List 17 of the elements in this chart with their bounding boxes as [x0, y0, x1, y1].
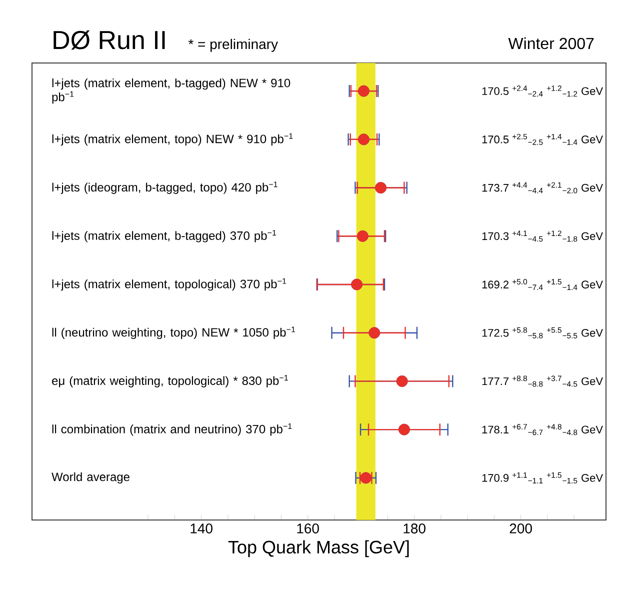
x-tick-label: 140 [190, 524, 212, 534]
y-tick-label: l+jets (matrix element, topological) 370 pb$^{−1}$ [52, 278, 286, 291]
y-tick-label: World average [52, 472, 130, 484]
y-tick-label: l+jets (matrix element, topo) NEW * 910 pb$^{−1}$ [52, 133, 293, 146]
x-tick-label: 200 [510, 524, 532, 534]
x-tick-label: 180 [404, 524, 426, 534]
y-tick-label: l+jets (matrix element, b-tagged) 370 pb$^{−1}$ [52, 230, 276, 242]
y-tick-label: l+jets (matrix element, b-tagged) NEW * 910 pb$^{−1}$ [52, 78, 290, 104]
chart-subtitle: * = preliminary [188, 38, 278, 52]
y-tick-label: l+jets (ideogram, b-tagged, topo) 420 pb$^{−1}$ [52, 182, 278, 194]
x-axis-title: Top Quark Mass [GeV] [228, 540, 409, 558]
text: Winter 2007 [508, 37, 594, 50]
x-tick-label: 160 [297, 524, 319, 534]
y-tick-label: ll (neutrino weighting, topo) NEW * 1050 pb$^{−1}$ [52, 326, 296, 340]
chart-title: DØ Run II [54, 30, 165, 50]
y-tick-label: eμ (matrix weighting, topological) * 830 pb$^{−1}$ [52, 375, 288, 388]
y-tick-label: ll combination (matrix and neutrino) 370 pb$^{−1}$ [52, 423, 292, 436]
